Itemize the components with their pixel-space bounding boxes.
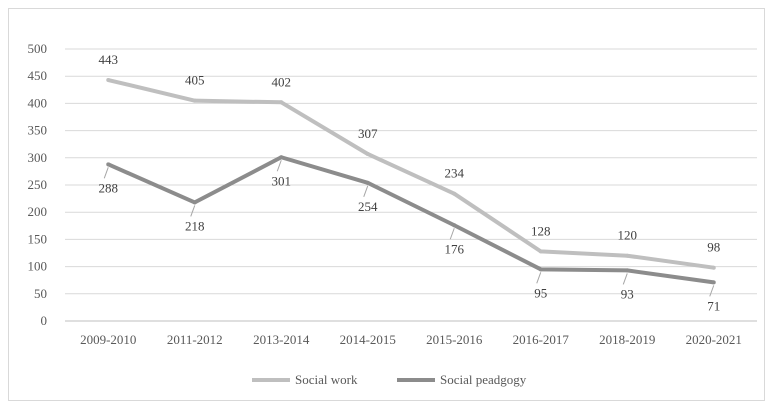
data-point (452, 223, 457, 228)
data-label-social-work: 128 (531, 223, 551, 238)
label-leader-line (103, 167, 109, 179)
label-leader-line (276, 160, 282, 172)
x-tick-label: 2018-2019 (599, 332, 655, 347)
y-tick-label: 400 (28, 95, 48, 110)
x-tick-label: 2009-2010 (80, 332, 136, 347)
data-label-social-work: 98 (707, 240, 720, 255)
gridlines (65, 48, 757, 322)
data-label-social-peadgogy: 218 (185, 218, 205, 233)
x-tick-label: 2016-2017 (513, 332, 570, 347)
data-point (192, 98, 197, 103)
y-tick-label: 500 (28, 41, 48, 56)
data-point (711, 280, 716, 285)
series-line-0 (107, 78, 715, 270)
data-label-social-work: 402 (272, 74, 292, 89)
legend-label-0: Social work (295, 372, 358, 387)
y-tick-label: 200 (28, 204, 48, 219)
data-label-social-peadgogy: 95 (534, 285, 547, 300)
data-point (452, 191, 457, 196)
label-leader-line (363, 185, 369, 197)
data-label-social-work: 307 (358, 126, 378, 141)
label-leader-line (622, 273, 628, 285)
data-label-social-work: 443 (99, 52, 119, 67)
data-point (711, 265, 716, 270)
y-tick-label: 300 (28, 150, 48, 165)
y-tick-label: 150 (28, 231, 48, 246)
data-point (192, 200, 197, 205)
data-point (625, 253, 630, 258)
x-tick-label: 2013-2014 (253, 332, 310, 347)
data-point (538, 267, 543, 272)
data-point (279, 155, 284, 160)
data-point (106, 162, 111, 167)
data-label-social-peadgogy: 301 (272, 173, 292, 188)
y-tick-label: 0 (41, 313, 48, 328)
y-tick-label: 250 (28, 177, 48, 192)
x-axis-tick-labels: 2009-2010 2011-2012 2013-2014 2014-2015 2015… (80, 332, 742, 347)
data-point (365, 180, 370, 185)
label-leader-line (190, 205, 196, 217)
chart-frame (8, 8, 765, 401)
y-axis-tick-labels: 0 50 100 150 200 250 300 350 400 450 500 (28, 41, 48, 328)
data-point (106, 78, 111, 83)
data-label-social-work: 405 (185, 73, 205, 88)
data-label-social-peadgogy: 71 (707, 298, 720, 313)
data-point (279, 100, 284, 105)
x-tick-label: 2011-2012 (167, 332, 223, 347)
label-leader-line (536, 272, 542, 284)
data-label-social-work: 234 (445, 166, 465, 181)
y-tick-label: 100 (28, 259, 48, 274)
data-label-social-peadgogy: 288 (99, 180, 119, 195)
data-point (538, 249, 543, 254)
x-tick-label: 2020-2021 (686, 332, 742, 347)
data-point (625, 268, 630, 273)
series-lines (106, 78, 716, 285)
legend-label-1: Social peadgogy (440, 372, 527, 387)
data-point (365, 151, 370, 156)
y-tick-label: 450 (28, 68, 48, 83)
data-label-social-work: 120 (618, 228, 638, 243)
label-leader-line (709, 285, 715, 297)
data-labels: 443 405 402 307 234 128 120 98 288 218 301 254 176 95… (99, 52, 721, 313)
data-label-social-peadgogy: 93 (621, 286, 634, 301)
data-label-social-peadgogy: 254 (358, 199, 378, 214)
y-tick-label: 50 (34, 286, 47, 301)
data-label-social-peadgogy: 176 (445, 241, 465, 256)
label-leader-line (449, 228, 455, 240)
legend: Social work Social peadgogy (252, 372, 527, 387)
x-tick-label: 2014-2015 (340, 332, 396, 347)
series-line-1 (107, 155, 715, 285)
y-tick-label: 350 (28, 123, 48, 138)
x-tick-label: 2015-2016 (426, 332, 483, 347)
